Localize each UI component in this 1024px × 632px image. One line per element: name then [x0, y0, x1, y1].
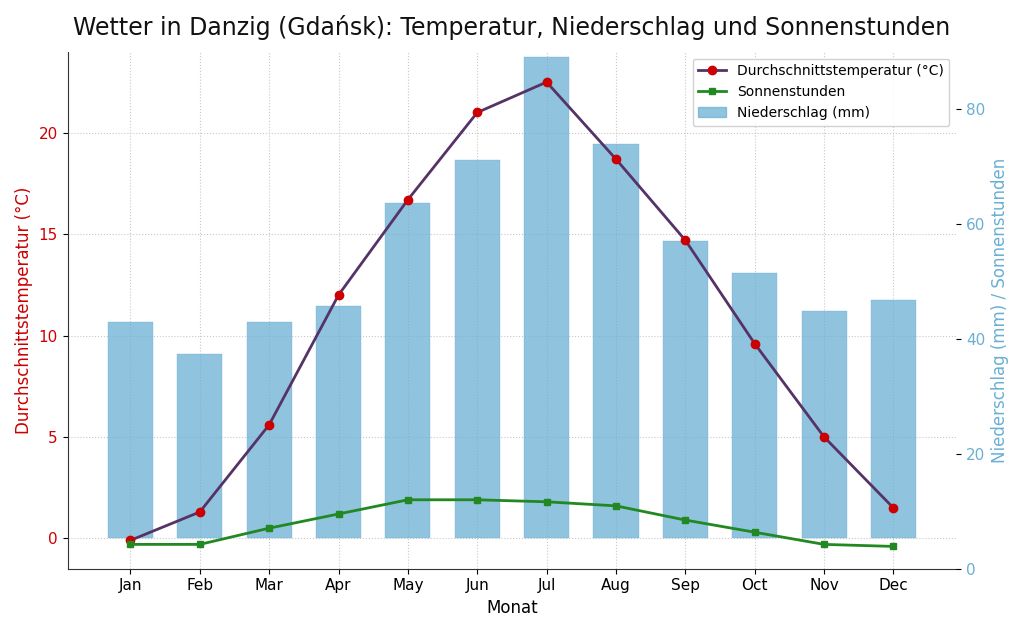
Durchschnittstemperatur (°C): [124, 537, 136, 544]
Durchschnittstemperatur (°C): [401, 196, 414, 204]
Y-axis label: Durchschnittstemperatur (°C): Durchschnittstemperatur (°C): [15, 186, 33, 434]
Sonnenstunden: [194, 540, 206, 548]
Sonnenstunden: [471, 496, 483, 504]
Durchschnittstemperatur (°C): [333, 291, 345, 299]
Bar: [316, 306, 361, 538]
Legend: Durchschnittstemperatur (°C), Sonnenstunden, Niederschlag (mm): Durchschnittstemperatur (°C), Sonnenstun…: [692, 59, 949, 126]
Bar: [802, 311, 847, 538]
Sonnenstunden: [749, 528, 761, 536]
Line: Sonnenstunden: Sonnenstunden: [127, 496, 897, 550]
Sonnenstunden: [124, 540, 136, 548]
Line: Durchschnittstemperatur (°C): Durchschnittstemperatur (°C): [126, 78, 898, 545]
Sonnenstunden: [887, 543, 899, 550]
Bar: [524, 57, 569, 538]
Durchschnittstemperatur (°C): [818, 433, 830, 441]
Title: Wetter in Danzig (Gdańsk): Temperatur, Niederschlag und Sonnenstunden: Wetter in Danzig (Gdańsk): Temperatur, N…: [74, 15, 950, 40]
Bar: [594, 143, 639, 538]
Durchschnittstemperatur (°C): [679, 236, 691, 244]
Durchschnittstemperatur (°C): [749, 340, 761, 348]
X-axis label: Monat: Monat: [486, 599, 538, 617]
Bar: [385, 203, 430, 538]
Durchschnittstemperatur (°C): [194, 508, 206, 516]
Sonnenstunden: [818, 540, 830, 548]
Bar: [455, 160, 500, 538]
Durchschnittstemperatur (°C): [610, 155, 623, 163]
Durchschnittstemperatur (°C): [541, 78, 553, 86]
Sonnenstunden: [610, 502, 623, 509]
Sonnenstunden: [263, 525, 275, 532]
Sonnenstunden: [541, 498, 553, 506]
Bar: [732, 274, 777, 538]
Sonnenstunden: [679, 516, 691, 524]
Durchschnittstemperatur (°C): [471, 109, 483, 116]
Sonnenstunden: [401, 496, 414, 504]
Bar: [247, 322, 292, 538]
Bar: [870, 300, 915, 538]
Y-axis label: Niederschlag (mm) / Sonnenstunden: Niederschlag (mm) / Sonnenstunden: [991, 157, 1009, 463]
Bar: [663, 241, 708, 538]
Durchschnittstemperatur (°C): [263, 421, 275, 428]
Bar: [177, 355, 222, 538]
Sonnenstunden: [333, 510, 345, 518]
Bar: [108, 322, 153, 538]
Durchschnittstemperatur (°C): [887, 504, 899, 512]
